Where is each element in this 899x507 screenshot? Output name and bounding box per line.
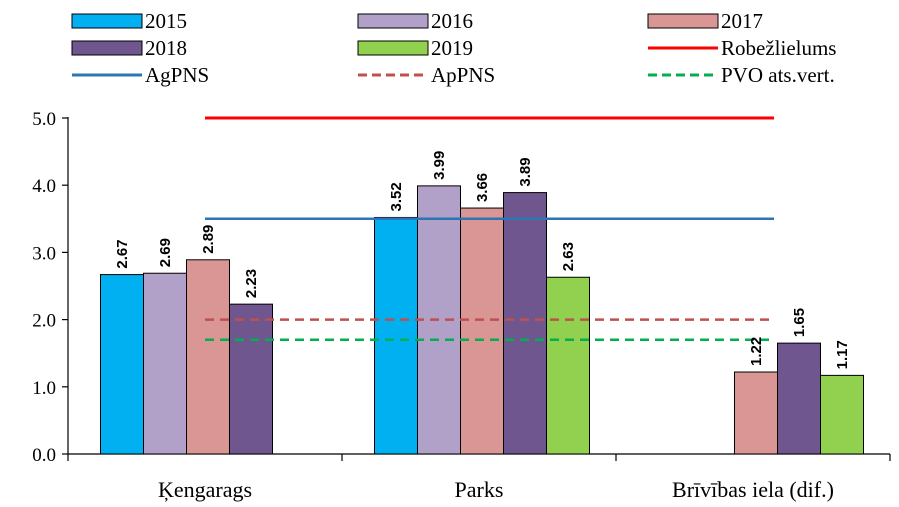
data-label: 3.89 [517, 157, 534, 186]
legend-label: PVO ats.vert. [721, 63, 835, 87]
category-label-kengarags: Ķengarags [158, 477, 252, 502]
legend-item-2018: 2018 [71, 36, 187, 60]
legend-label: 2018 [145, 36, 187, 60]
legend-label: 2019 [431, 36, 473, 60]
legend-item-robezlielums: Robežlielums [648, 36, 836, 60]
data-label: 2.63 [560, 242, 577, 271]
y-tick-label: 2.0 [32, 311, 56, 332]
legend-label: 2015 [145, 9, 187, 33]
category-label-brivibas-iela-dif: Brīvības iela (dif.) [672, 477, 834, 502]
legend-swatch [357, 40, 429, 56]
bar-2019-brivibas-iela-dif [820, 374, 864, 455]
data-label: 2.67 [114, 239, 131, 268]
y-tick-label: 3.0 [32, 243, 56, 264]
data-label: 2.69 [157, 238, 174, 267]
legend-label: ApPNS [431, 63, 495, 87]
legend-label: 2016 [431, 9, 473, 33]
bar-2017-brivibas-iela-dif [734, 371, 778, 455]
data-label: 3.99 [431, 151, 448, 180]
legend-label: 2017 [721, 9, 763, 33]
bar-2015-parks [374, 216, 418, 455]
data-label: 2.89 [200, 225, 217, 254]
bar-2018-parks [503, 192, 547, 455]
data-label: 3.52 [388, 182, 405, 211]
legend-item-pvo-ats-vert: PVO ats.vert. [648, 63, 835, 87]
legend-swatch [357, 13, 429, 29]
legend-item-2019: 2019 [357, 36, 473, 60]
data-label: 2.23 [243, 269, 260, 298]
data-label: 1.65 [791, 308, 808, 337]
legend-item-agpns: AgPNS [72, 63, 209, 87]
data-label: 1.22 [748, 337, 765, 366]
data-label: 3.66 [474, 173, 491, 202]
legend-item-2017: 2017 [647, 9, 763, 33]
bar-2017-kengarags [186, 259, 230, 455]
legend-item-2016: 2016 [357, 9, 473, 33]
data-label: 1.17 [834, 340, 851, 369]
y-tick-label: 1.0 [32, 378, 56, 399]
legend-item-appns: ApPNS [358, 63, 495, 87]
y-tick-label: 4.0 [32, 176, 56, 197]
reference-lines [205, 116, 774, 342]
data-labels: 2.67 3.52 2.69 3.99 2.89 3.66 1.22 2.23 3.89 1.65… [114, 151, 851, 370]
bar-2018-brivibas-iela-dif [777, 342, 821, 455]
legend-label: Robežlielums [721, 36, 836, 60]
legend-swatch [647, 13, 719, 29]
legend-swatch [71, 13, 143, 29]
bars [100, 185, 864, 455]
legend-label: AgPNS [145, 63, 209, 87]
bar-2015-kengarags [100, 274, 144, 455]
y-tick-label: 5.0 [32, 109, 56, 130]
bar-2018-kengarags [229, 303, 273, 455]
bar-2016-kengarags [143, 272, 187, 455]
legend-swatch [71, 40, 143, 56]
bar-2017-parks [460, 207, 504, 455]
legend: 2015 2016 2017 2018 2019 Robežlielums AgPNS ApP… [71, 9, 836, 87]
category-label-parks: Parks [455, 477, 504, 502]
y-tick-label: 0.0 [32, 445, 56, 466]
bar-2019-parks [546, 276, 590, 455]
legend-item-2015: 2015 [71, 9, 187, 33]
